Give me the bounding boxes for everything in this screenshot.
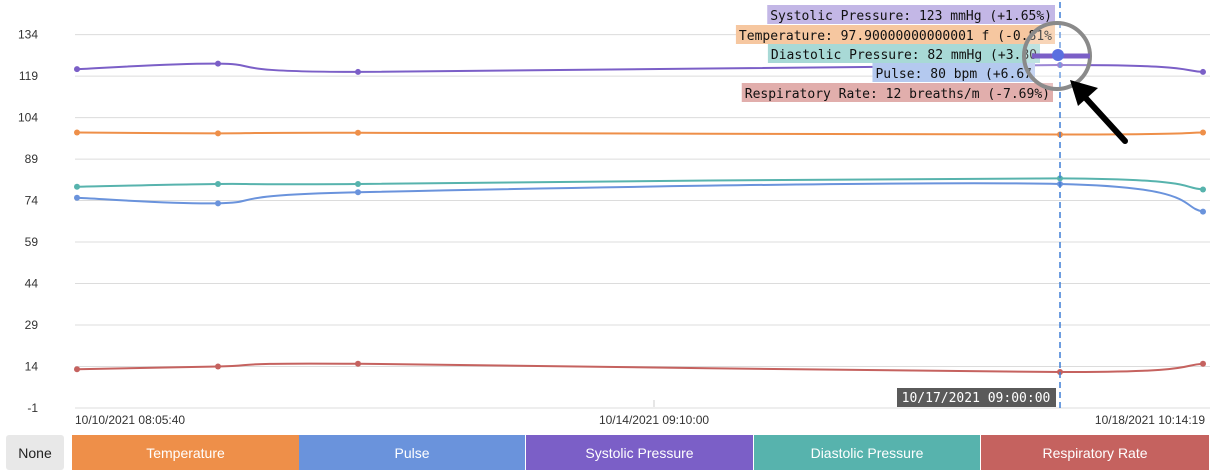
- data-point-respiratory: [355, 360, 361, 367]
- vital-signs-chart[interactable]: -1 14 29 44 59 74 89 104 119 134 10/10/2021 08:05…: [0, 0, 1214, 432]
- series-lines: [74, 60, 1206, 376]
- none-button[interactable]: None: [6, 435, 64, 470]
- y-axis-ticks: -1 14 29 44 59 74 89 104 119 134: [18, 28, 38, 415]
- tooltip-bg-diastolic: [767, 44, 1040, 63]
- series-line-pulse: [76, 182, 1204, 213]
- data-point-diastolic: [74, 183, 80, 190]
- data-point-diastolic: [355, 180, 361, 187]
- x-tick-label: 10/14/2021 09:10:00: [599, 413, 709, 427]
- y-tick-label: 29: [25, 318, 39, 332]
- data-point-temperature: [355, 129, 361, 136]
- legend-button-diastolic-pressure[interactable]: Diastolic Pressure: [754, 435, 981, 470]
- y-tick-label: 134: [18, 28, 38, 42]
- legend-button-pulse[interactable]: Pulse: [299, 435, 526, 470]
- data-point-temperature: [215, 130, 221, 137]
- data-point-pulse: [355, 189, 361, 196]
- tooltip-bg-respiratory: [741, 83, 1053, 102]
- y-tick-label: 14: [25, 360, 39, 374]
- legend-button-respiratory-rate[interactable]: Respiratory Rate: [981, 435, 1210, 470]
- data-point-diastolic: [1057, 175, 1063, 182]
- legend-button-systolic-pressure[interactable]: Systolic Pressure: [526, 435, 754, 470]
- tooltip-bg-pulse: [872, 63, 1035, 82]
- tooltip-bg-temperature: [735, 25, 1055, 44]
- data-point-respiratory: [1200, 360, 1206, 367]
- series-legend-bar: None Temperature Pulse Systolic Pressure Di…: [6, 435, 1210, 471]
- tooltip-bg-systolic: [767, 5, 1055, 24]
- y-tick-label: 44: [25, 277, 39, 291]
- tooltip-text-respiratory: Respiratory Rate: 12 breaths/m (-7.69%): [745, 87, 1050, 102]
- y-tick-label: 74: [25, 194, 39, 208]
- tooltip-text-systolic: Systolic Pressure: 123 mmHg (+1.65%): [770, 9, 1052, 24]
- data-point-temperature: [1200, 129, 1206, 136]
- tooltip-text-pulse: Pulse: 80 bpm (+6.67: [875, 67, 1032, 82]
- data-point-temperature: [74, 129, 80, 136]
- data-point-respiratory: [215, 363, 221, 370]
- y-tick-label: 89: [25, 152, 39, 166]
- arrow-head: [1070, 80, 1098, 106]
- y-tick-label: -1: [27, 401, 38, 415]
- data-point-pulse: [74, 194, 80, 201]
- data-point-systolic: [215, 60, 221, 67]
- data-point-diastolic: [1200, 186, 1206, 193]
- data-point-pulse: [1200, 208, 1206, 215]
- crosshair-date-box: [897, 388, 1056, 407]
- data-point-diastolic: [215, 180, 221, 187]
- tooltip-text-temperature: Temperature: 97.90000000000001 f (-0.81%: [739, 29, 1052, 44]
- hover-tooltip: Systolic Pressure: 123 mmHg (+1.65%) Temp…: [735, 5, 1055, 102]
- series-line-temperature: [76, 131, 1204, 136]
- crosshair-date-label: 10/17/2021 09:00:00: [902, 391, 1051, 406]
- magnified-point: [1052, 49, 1064, 61]
- x-tick-label: 10/10/2021 08:05:40: [75, 413, 185, 427]
- tooltip-text-diastolic: Diastolic Pressure: 82 mmHg (+3.80: [771, 48, 1037, 63]
- legend-button-temperature[interactable]: Temperature: [72, 435, 300, 470]
- data-point-systolic: [1200, 68, 1206, 75]
- x-axis-ticks: 10/10/2021 08:05:40 10/14/2021 09:10:00 10…: [75, 400, 1205, 427]
- data-point-pulse: [215, 200, 221, 207]
- series-line-respiratory: [76, 362, 1204, 374]
- data-point-systolic: [355, 68, 361, 75]
- magnifier-cursor: [1022, 21, 1128, 144]
- y-tick-label: 119: [19, 69, 38, 83]
- crosshair: 10/17/2021 09:00:00: [897, 2, 1061, 408]
- y-tick-label: 59: [25, 235, 39, 249]
- data-point-systolic: [74, 66, 80, 73]
- data-point-respiratory: [74, 366, 80, 373]
- arrow-shaft: [1079, 91, 1128, 144]
- x-tick-label: 10/18/2021 10:14:19: [1095, 413, 1205, 427]
- y-tick-label: 104: [18, 111, 38, 125]
